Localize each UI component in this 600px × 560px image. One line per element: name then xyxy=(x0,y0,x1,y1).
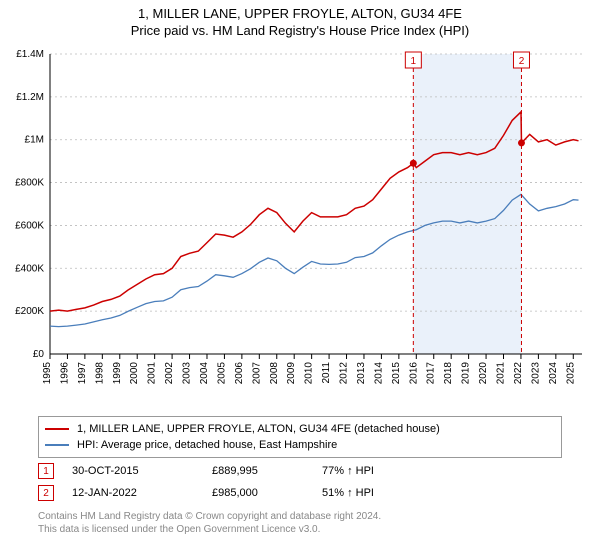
sale-markers-block: 1 30-OCT-2015 £889,995 77% ↑ HPI 2 12-JA… xyxy=(38,460,562,504)
svg-text:£800K: £800K xyxy=(15,178,44,189)
svg-text:2001: 2001 xyxy=(147,362,158,385)
svg-text:2019: 2019 xyxy=(461,362,472,385)
legend-label-2: HPI: Average price, detached house, East… xyxy=(77,437,337,453)
svg-text:2018: 2018 xyxy=(443,362,454,385)
marker-pct-1: 77% ↑ HPI xyxy=(322,465,442,477)
chart-title: 1, MILLER LANE, UPPER FROYLE, ALTON, GU3… xyxy=(0,6,600,21)
svg-text:2017: 2017 xyxy=(426,362,437,385)
chart-container: 1, MILLER LANE, UPPER FROYLE, ALTON, GU3… xyxy=(0,0,600,560)
svg-text:1999: 1999 xyxy=(112,362,123,385)
svg-text:£400K: £400K xyxy=(15,263,44,274)
marker-date-1: 30-OCT-2015 xyxy=(72,465,212,477)
chart-svg: £0 £200K £400K £600K £800K £1M £1.2M £1.4M 1995 1… xyxy=(0,46,600,406)
svg-text:2020: 2020 xyxy=(478,362,489,385)
marker-price-1: £889,995 xyxy=(212,465,322,477)
marker-date-2: 12-JAN-2022 xyxy=(72,487,212,499)
svg-text:£1.2M: £1.2M xyxy=(16,92,44,103)
svg-text:2004: 2004 xyxy=(199,362,210,385)
svg-text:1: 1 xyxy=(411,56,417,67)
legend-box: 1, MILLER LANE, UPPER FROYLE, ALTON, GU3… xyxy=(38,416,562,458)
svg-text:2009: 2009 xyxy=(286,362,297,385)
legend-row-1: 1, MILLER LANE, UPPER FROYLE, ALTON, GU3… xyxy=(45,421,555,437)
svg-text:2021: 2021 xyxy=(496,362,507,385)
footer-line-1: Contains HM Land Registry data © Crown c… xyxy=(38,510,562,523)
legend-swatch-1 xyxy=(45,428,69,430)
svg-text:2023: 2023 xyxy=(530,362,541,385)
svg-text:1995: 1995 xyxy=(42,362,53,385)
legend-label-1: 1, MILLER LANE, UPPER FROYLE, ALTON, GU3… xyxy=(77,421,440,437)
svg-text:2008: 2008 xyxy=(269,362,280,385)
svg-text:2016: 2016 xyxy=(408,362,419,385)
chart-subtitle: Price paid vs. HM Land Registry's House … xyxy=(0,23,600,38)
sale-marker-row-2: 2 12-JAN-2022 £985,000 51% ↑ HPI xyxy=(38,482,562,504)
marker-badge-2: 2 xyxy=(38,485,54,501)
svg-text:2: 2 xyxy=(519,56,525,67)
svg-text:2014: 2014 xyxy=(373,362,384,385)
svg-text:2006: 2006 xyxy=(234,362,245,385)
svg-text:2012: 2012 xyxy=(339,362,350,385)
marker-badge-1: 1 xyxy=(38,463,54,479)
svg-text:2011: 2011 xyxy=(321,362,332,384)
legend-swatch-2 xyxy=(45,444,69,446)
legend-row-2: HPI: Average price, detached house, East… xyxy=(45,437,555,453)
svg-text:2007: 2007 xyxy=(251,362,262,385)
svg-text:£600K: £600K xyxy=(15,220,44,231)
svg-text:£1.4M: £1.4M xyxy=(16,49,44,60)
title-block: 1, MILLER LANE, UPPER FROYLE, ALTON, GU3… xyxy=(0,0,600,38)
sale-marker-row-1: 1 30-OCT-2015 £889,995 77% ↑ HPI xyxy=(38,460,562,482)
svg-text:£1M: £1M xyxy=(25,135,44,146)
marker-price-2: £985,000 xyxy=(212,487,322,499)
svg-text:2003: 2003 xyxy=(182,362,193,385)
footer-attribution: Contains HM Land Registry data © Crown c… xyxy=(38,510,562,536)
svg-text:1996: 1996 xyxy=(59,362,70,385)
svg-text:1997: 1997 xyxy=(77,362,88,385)
svg-text:2010: 2010 xyxy=(304,362,315,385)
svg-text:2013: 2013 xyxy=(356,362,367,385)
footer-line-2: This data is licensed under the Open Gov… xyxy=(38,523,562,536)
svg-text:2015: 2015 xyxy=(391,362,402,385)
svg-text:1998: 1998 xyxy=(94,362,105,385)
svg-text:2002: 2002 xyxy=(164,362,175,385)
chart-plot-area: £0 £200K £400K £600K £800K £1M £1.2M £1.4M 1995 1… xyxy=(0,46,600,406)
svg-text:2022: 2022 xyxy=(513,362,524,385)
svg-text:2005: 2005 xyxy=(216,362,227,385)
marker-pct-2: 51% ↑ HPI xyxy=(322,487,442,499)
svg-text:2000: 2000 xyxy=(129,362,140,385)
svg-text:2025: 2025 xyxy=(565,362,576,385)
svg-text:£200K: £200K xyxy=(15,306,44,317)
svg-text:2024: 2024 xyxy=(548,362,559,385)
svg-text:£0: £0 xyxy=(33,349,45,360)
